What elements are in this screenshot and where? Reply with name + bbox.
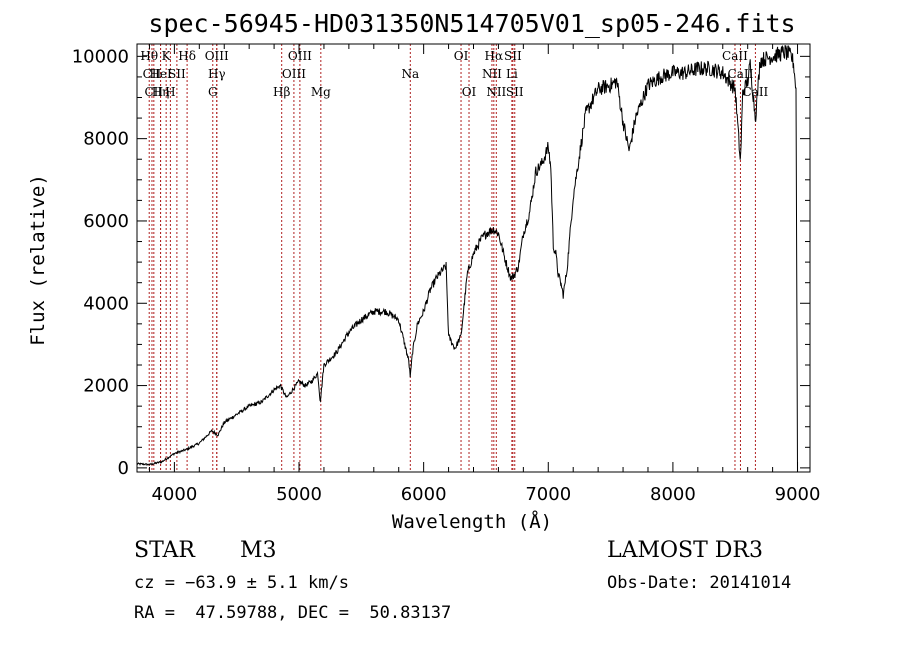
x-tick-label: 7000 [525,484,571,505]
spectral-line-label: OI [454,49,469,63]
spectral-line-label: Hδ [178,49,196,63]
y-tick-label: 2000 [83,376,129,397]
survey-name: LAMOST DR3 [607,538,763,563]
x-tick-label: 9000 [775,484,821,505]
spectral-line-label: Mg [311,85,331,99]
plot-frame [136,43,811,473]
spectral-line-label: CII [144,85,163,99]
spectral-line-label: Hγ [208,67,226,81]
x-tick-label: 5000 [276,484,322,505]
spectral-line-label: NII [482,67,502,81]
spectral-line-markers [148,44,756,472]
y-tick-label: 8000 [83,129,129,150]
spectral-line-label: Li [506,67,518,81]
observation-date: Obs-Date: 20141014 [607,573,792,593]
object-class: STAR [134,538,195,563]
x-axis-ticks: 4000 5000 6000 7000 8000 9000 [148,44,821,505]
spectral-line-label: OIII [288,49,312,63]
spectral-line-label: Hθ [140,49,158,63]
spectral-line-label: CaII [728,67,754,81]
spectral-line-label: HeI [149,67,172,81]
spectral-line-label: CaII [742,85,768,99]
spectral-line-label: G [208,85,218,99]
spectral-line-label: SII [506,85,524,99]
x-axis-label: Wavelength (Å) [392,510,552,533]
y-tick-label: 6000 [83,211,129,232]
x-tick-label: 4000 [151,484,197,505]
spectral-line-label: OIII [205,49,229,63]
spectral-line-label: H [165,85,175,99]
flux-curve [136,44,798,473]
spectral-line-label: OI [462,85,477,99]
spectral-line-label: SII [168,67,186,81]
redshift-velocity: cz = −63.9 ± 5.1 km/s [134,573,349,593]
spectral-line-label: CII [143,67,162,81]
coordinates: RA = 47.59788, DEC = 50.83137 [134,603,452,623]
y-tick-label: 4000 [83,293,129,314]
y-tick-label: 0 [118,458,129,479]
chart-title: spec-56945-HD031350N514705V01_sp05-246.f… [148,9,795,38]
object-subclass: M3 [240,538,277,563]
spectral-line-label: OIII [282,67,306,81]
spectral-line-label: K [162,49,172,63]
spectral-line-label: NII [486,85,506,99]
spectral-line-label: SII [504,49,522,63]
x-tick-label: 8000 [650,484,696,505]
y-axis-label: Flux (relative) [27,174,49,346]
spectral-line-label: Hβ [273,85,290,99]
spectral-line-label: Hη [152,85,170,99]
spectral-line-label: Na [401,67,419,81]
y-tick-label: 10000 [72,46,129,67]
x-tick-label: 6000 [401,484,447,505]
spectral-line-label: Hα [485,49,504,63]
y-axis-ticks: 0 2000 4000 6000 8000 10000 [72,46,810,479]
spectral-line-label: CaII [722,49,748,63]
